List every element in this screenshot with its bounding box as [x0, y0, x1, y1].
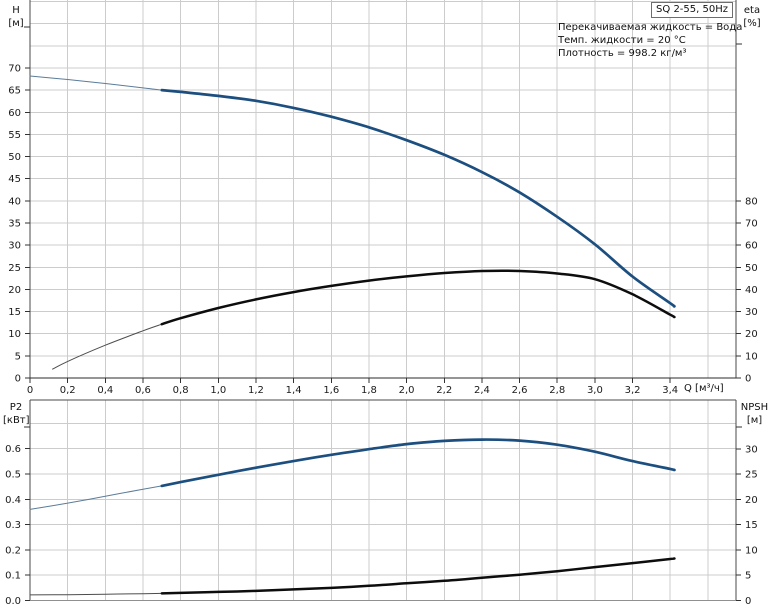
eta-axis-unit: [%] — [743, 18, 761, 29]
tick-label: 2,8 — [549, 385, 565, 396]
chart-0-grid — [30, 0, 736, 378]
tick-label: 70 — [8, 63, 21, 74]
tick-label: 0,6 — [135, 385, 151, 396]
h-axis-unit: [м] — [8, 18, 24, 29]
tick-label: 1,0 — [210, 385, 226, 396]
h-axis-label: H — [12, 5, 20, 16]
tick-label: 5 — [15, 351, 21, 362]
tick-label: 0.0 — [5, 596, 21, 607]
npsh-axis-unit: [м] — [746, 415, 763, 426]
tick-label: 50 — [8, 152, 21, 163]
tick-label: 0,4 — [97, 385, 113, 396]
tick-label: 0.3 — [5, 520, 21, 531]
tick-label: 0 — [27, 385, 33, 396]
tick-label: 0.4 — [5, 495, 21, 506]
chart-0-curves — [29, 75, 676, 370]
tick-label: 15 — [8, 307, 21, 318]
tick-label: 5 — [745, 571, 751, 582]
tick-label: 30 — [745, 307, 758, 318]
tick-label: 2,0 — [399, 385, 415, 396]
tick-label: 25 — [8, 263, 21, 274]
tick-label: 1,4 — [286, 385, 302, 396]
p2-axis-unit: [кВт] — [3, 415, 30, 426]
h-curve — [160, 88, 676, 308]
tick-label: 2,2 — [436, 385, 452, 396]
tick-label: 3,2 — [625, 385, 641, 396]
tick-label: 60 — [745, 241, 758, 252]
fluid-info-line: Плотность = 998.2 кг/м³ — [558, 47, 687, 59]
tick-label: 0,2 — [60, 385, 76, 396]
tick-label: 45 — [8, 174, 21, 185]
tick-label: 0 — [15, 374, 21, 385]
p2-curve — [160, 438, 676, 488]
tick-label: 2,4 — [474, 385, 490, 396]
tick-label: 1,2 — [248, 385, 264, 396]
npsh-axis-label: NPSH — [740, 402, 769, 413]
model-badge: SQ 2-55, 50Hz — [651, 2, 733, 18]
tick-label: 80 — [745, 196, 758, 207]
tick-label: 3,0 — [587, 385, 603, 396]
tick-label: 60 — [8, 108, 21, 119]
h-curve-thin — [29, 75, 163, 91]
tick-label: 0.6 — [5, 444, 21, 455]
tick-label: 1,8 — [361, 385, 377, 396]
h-axis-title: H [м] — [3, 4, 29, 30]
fluid-info-line: Перекачиваемая жидкость = Вода — [558, 22, 743, 33]
tick-label: 70 — [745, 218, 758, 229]
tick-label: 25 — [745, 470, 758, 481]
tick-label: 0.5 — [5, 470, 21, 481]
tick-label: 50 — [745, 263, 758, 274]
tick-label: 3,4 — [662, 385, 678, 396]
tick-label: 0.1 — [5, 571, 21, 582]
tick-label: 35 — [8, 218, 21, 229]
tick-label: 30 — [8, 241, 21, 252]
tick-label: 0,8 — [173, 385, 189, 396]
tick-label: 1,6 — [323, 385, 339, 396]
chart-1-axes: 0.0 0.1 0.2 0.3 0.4 0.5 0.6 0 5 10 15 20 25 30 — [5, 399, 758, 607]
fluid-info-line: Темп. жидкости = 20 °C — [558, 34, 686, 46]
eta-curve-thin — [52, 323, 163, 370]
tick-label: 20 — [745, 495, 758, 506]
tick-label: 40 — [8, 196, 21, 207]
tick-label: 20 — [8, 285, 21, 296]
p2-curve-thin — [29, 485, 163, 510]
npsh-curve — [160, 557, 676, 595]
tick-label: 55 — [8, 130, 21, 141]
fluid-info-block: Перекачиваемая жидкость = Вода Темп. жид… — [558, 22, 742, 60]
tick-label: 15 — [745, 520, 758, 531]
npsh-curve-thin — [29, 592, 163, 596]
tick-label: 30 — [745, 444, 758, 455]
tick-label: 65 — [8, 86, 21, 97]
chart-1-curves — [29, 438, 676, 596]
eta-curve — [160, 269, 676, 326]
tick-label: 0.2 — [5, 545, 21, 556]
tick-label: 10 — [745, 545, 758, 556]
tick-label: 10 — [8, 329, 21, 340]
tick-label: 0 — [745, 374, 751, 385]
chart-1-grid — [30, 400, 736, 601]
tick-label: 40 — [745, 285, 758, 296]
p2-axis-title: P2 [кВт] — [3, 401, 30, 427]
tick-label: 2,6 — [512, 385, 528, 396]
chart-0-axes: 0 5 10 15 20 25 30 35 40 45 50 55 60 65 70 0 10 20 30 40 50 6… — [8, 0, 758, 396]
eta-axis-label: eta — [743, 5, 761, 16]
p2-axis-label: P2 — [9, 402, 23, 413]
npsh-axis-title: NPSH [м] — [735, 401, 774, 427]
tick-label: 20 — [745, 329, 758, 340]
tick-label: 10 — [745, 351, 758, 362]
tick-label: 0 — [745, 596, 751, 607]
q-axis-title: Q [м³/ч] — [684, 383, 724, 394]
eta-axis-title: eta [%] — [738, 4, 766, 30]
